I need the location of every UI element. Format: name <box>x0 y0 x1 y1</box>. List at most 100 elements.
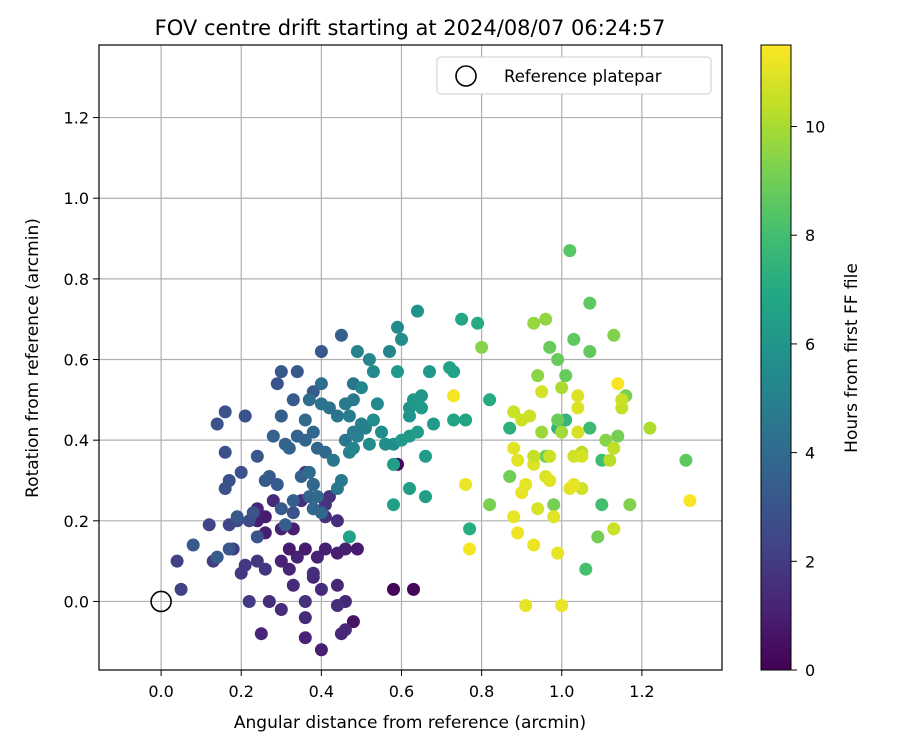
colorbar-tick-label: 10 <box>805 118 825 137</box>
x-tick-label: 1.2 <box>629 682 654 701</box>
data-point <box>567 332 581 346</box>
data-point <box>411 304 424 318</box>
x-axis: 0.0 0.2 0.4 0.6 0.8 1.0 1.2 <box>148 670 655 701</box>
data-point <box>314 643 328 657</box>
data-point <box>330 599 344 612</box>
data-point <box>571 401 585 415</box>
colorbar-tick-label: 8 <box>805 226 815 245</box>
data-point <box>507 405 521 419</box>
colorbar-tick-label: 0 <box>805 661 815 680</box>
data-point <box>507 441 521 455</box>
data-point <box>282 542 296 556</box>
data-point <box>523 409 537 423</box>
data-point <box>274 603 288 616</box>
data-point <box>447 365 461 379</box>
data-point <box>342 409 356 423</box>
data-point <box>342 530 356 544</box>
data-point <box>266 494 280 508</box>
data-point <box>683 494 697 508</box>
colorbar-label: Hours from first FF file <box>842 263 862 453</box>
data-point <box>238 409 252 423</box>
data-point <box>507 510 521 524</box>
data-point <box>539 312 553 326</box>
y-tick-label: 0.4 <box>64 431 89 450</box>
data-point <box>234 465 248 479</box>
data-point <box>310 550 324 564</box>
data-point <box>395 332 408 346</box>
data-point <box>350 429 364 443</box>
data-point <box>298 631 312 645</box>
data-point <box>555 599 569 612</box>
data-point <box>338 397 352 411</box>
data-point <box>314 582 328 596</box>
data-point <box>366 365 380 379</box>
data-point <box>475 340 489 354</box>
data-point <box>459 413 473 427</box>
data-point <box>471 316 485 330</box>
data-point <box>511 526 525 540</box>
data-point <box>318 445 332 459</box>
data-point <box>599 433 613 447</box>
data-point <box>543 474 557 487</box>
y-tick-label: 1.2 <box>64 109 89 128</box>
data-point <box>358 421 372 435</box>
data-point <box>531 502 545 516</box>
data-point <box>607 328 621 342</box>
data-point <box>615 393 629 407</box>
chart-title: FOV centre drift starting at 2024/08/07 … <box>155 16 666 40</box>
data-point <box>314 377 328 391</box>
data-point <box>334 328 348 342</box>
data-point <box>455 312 469 326</box>
x-tick-label: 0.0 <box>148 682 173 701</box>
x-axis-label: Angular distance from reference (arcmin) <box>234 713 586 733</box>
data-point <box>302 393 316 407</box>
data-point <box>527 316 541 330</box>
data-point <box>575 449 589 463</box>
data-point <box>370 397 384 411</box>
data-point <box>415 389 428 403</box>
data-point <box>290 550 304 564</box>
data-point <box>330 409 344 423</box>
data-point <box>519 478 533 491</box>
y-tick-label: 0.2 <box>64 512 89 531</box>
colorbar-ticks: 0 2 4 6 8 10 <box>791 118 825 680</box>
data-point <box>210 550 224 564</box>
data-point <box>547 510 561 524</box>
data-point <box>483 393 497 407</box>
data-point <box>354 381 368 395</box>
points-layer <box>170 244 697 657</box>
legend: Reference platepar <box>436 56 712 95</box>
grid <box>99 45 722 670</box>
data-point <box>262 595 276 608</box>
data-point <box>174 582 188 596</box>
data-point <box>395 433 408 447</box>
data-point <box>571 425 585 439</box>
data-point <box>306 478 320 491</box>
y-tick-label: 0.0 <box>64 592 89 611</box>
data-point <box>551 413 565 427</box>
y-tick-label: 0.6 <box>64 351 89 370</box>
y-axis-label: Rotation from reference (arcmin) <box>23 218 43 498</box>
data-point <box>286 494 300 508</box>
colorbar-tick-label: 4 <box>805 444 815 463</box>
data-point <box>555 425 569 439</box>
data-point <box>503 421 517 435</box>
data-point <box>310 490 324 504</box>
data-point <box>218 405 232 419</box>
data-point <box>286 578 300 592</box>
data-point <box>403 482 416 495</box>
y-tick-label: 0.8 <box>64 270 89 289</box>
data-point <box>250 554 264 568</box>
data-point <box>527 449 541 463</box>
data-point <box>387 457 400 471</box>
x-tick-label: 0.2 <box>229 682 254 701</box>
data-point <box>330 514 344 528</box>
data-point <box>527 538 541 552</box>
data-point <box>591 530 605 544</box>
data-point <box>483 498 497 512</box>
data-point <box>567 478 581 491</box>
legend-box <box>436 56 712 95</box>
data-point <box>579 562 593 576</box>
data-point <box>330 482 344 495</box>
